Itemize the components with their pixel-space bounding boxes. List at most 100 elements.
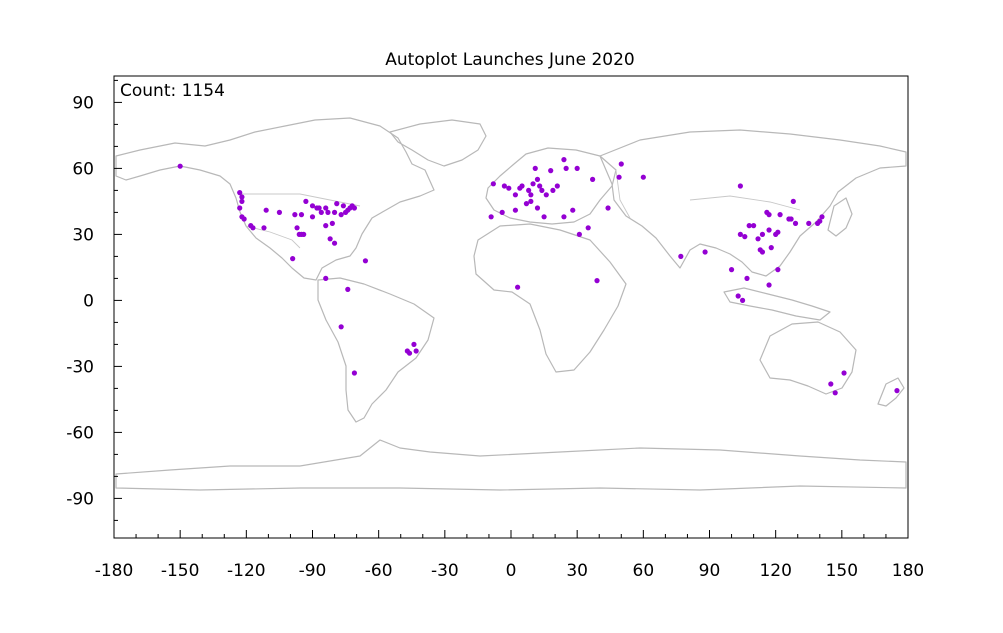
x-axis: -180 -150 -120 -90 -60 -30 0 30 60 90 120 150 180 <box>95 530 924 581</box>
launch-point <box>411 341 417 347</box>
coastline-australia <box>759 321 857 395</box>
launch-point <box>766 282 772 288</box>
count-label: Count: 1154 <box>120 81 225 101</box>
launch-point <box>832 390 838 396</box>
launch-point <box>605 205 611 211</box>
launch-point <box>819 214 825 220</box>
y-tick-label: 30 <box>72 225 94 245</box>
launch-points <box>177 157 900 396</box>
launch-point <box>237 190 243 196</box>
launch-point <box>241 216 247 222</box>
launch-point <box>327 236 333 242</box>
launch-point <box>576 231 582 237</box>
launch-point <box>528 198 534 204</box>
launch-point <box>766 227 772 233</box>
launch-point <box>541 214 547 220</box>
launch-point <box>323 223 329 229</box>
launch-point <box>739 297 746 303</box>
launch-point <box>746 223 752 229</box>
launch-point <box>303 198 309 204</box>
coastline-new-zealand <box>877 377 905 407</box>
plot-frame <box>113 75 909 539</box>
launch-point <box>499 209 505 215</box>
x-tick-label: -180 <box>95 561 134 581</box>
x-tick-label: 180 <box>892 561 924 581</box>
launch-point <box>742 234 748 240</box>
launch-point <box>585 225 591 231</box>
launch-point <box>759 231 766 237</box>
launch-point <box>561 157 567 163</box>
launch-point <box>618 161 624 167</box>
launch-point <box>817 218 823 224</box>
launch-point <box>539 187 545 193</box>
launch-point <box>550 187 556 193</box>
coastline-indonesia <box>723 287 831 321</box>
launch-point <box>534 205 541 211</box>
launch-point <box>177 163 183 169</box>
launch-point <box>554 183 560 189</box>
launch-point <box>534 176 541 182</box>
launch-point <box>488 214 494 220</box>
launch-point <box>574 165 580 171</box>
launch-point <box>548 168 554 174</box>
border-usa-mexico <box>245 225 301 249</box>
launch-point <box>737 231 743 237</box>
x-tick-label: 120 <box>759 561 791 581</box>
launch-point <box>512 207 519 213</box>
launch-point <box>515 284 521 290</box>
y-tick-label: 90 <box>72 93 94 113</box>
launch-point <box>276 209 283 215</box>
launch-point <box>338 212 344 218</box>
world-map <box>115 117 907 491</box>
launch-point <box>362 258 369 264</box>
launch-point <box>351 370 358 376</box>
launch-point <box>406 350 413 356</box>
x-tick-label: 150 <box>826 561 858 581</box>
launch-point <box>735 293 741 299</box>
launch-point <box>292 212 298 218</box>
launch-point <box>563 165 569 171</box>
launch-point <box>309 203 316 209</box>
launch-point <box>237 205 243 211</box>
launch-point <box>744 275 750 281</box>
launch-point <box>523 201 530 207</box>
launch-point <box>751 223 757 229</box>
launch-point <box>570 207 576 213</box>
launch-point <box>519 183 525 189</box>
coastline-greenland <box>389 119 487 167</box>
launch-point <box>490 181 496 187</box>
launch-point <box>532 165 538 171</box>
y-axis: 90 60 30 0 -30 -60 -90 <box>66 79 122 521</box>
coastline-asia <box>599 129 907 277</box>
launch-point <box>501 183 507 189</box>
launch-point <box>331 209 338 215</box>
chart-title: Autoplot Launches June 2020 <box>385 50 634 70</box>
border-china <box>689 195 801 211</box>
launch-point <box>261 225 267 231</box>
x-tick-label: -150 <box>161 561 200 581</box>
coastline-south-america <box>317 277 435 423</box>
coastline-europe <box>485 147 617 225</box>
launch-point <box>239 198 245 204</box>
launch-point <box>309 214 316 220</box>
launch-point <box>334 201 340 207</box>
launch-point <box>828 381 834 387</box>
launch-point <box>894 388 900 394</box>
launch-point <box>345 286 351 292</box>
coastline-north-america <box>115 117 435 281</box>
launch-point <box>841 370 847 376</box>
y-tick-label: -30 <box>66 357 94 377</box>
launch-point <box>775 267 781 273</box>
launch-point <box>788 216 794 222</box>
border-usa-canada <box>240 193 361 207</box>
launch-point <box>325 209 331 215</box>
launch-point <box>806 220 812 226</box>
launch-point <box>349 203 355 209</box>
y-tick-label: 60 <box>72 159 94 179</box>
launch-point <box>413 348 419 354</box>
launch-point <box>590 176 596 182</box>
launch-point <box>331 240 338 246</box>
launch-point <box>318 209 324 215</box>
launch-point <box>316 205 322 211</box>
launch-point <box>773 231 779 237</box>
